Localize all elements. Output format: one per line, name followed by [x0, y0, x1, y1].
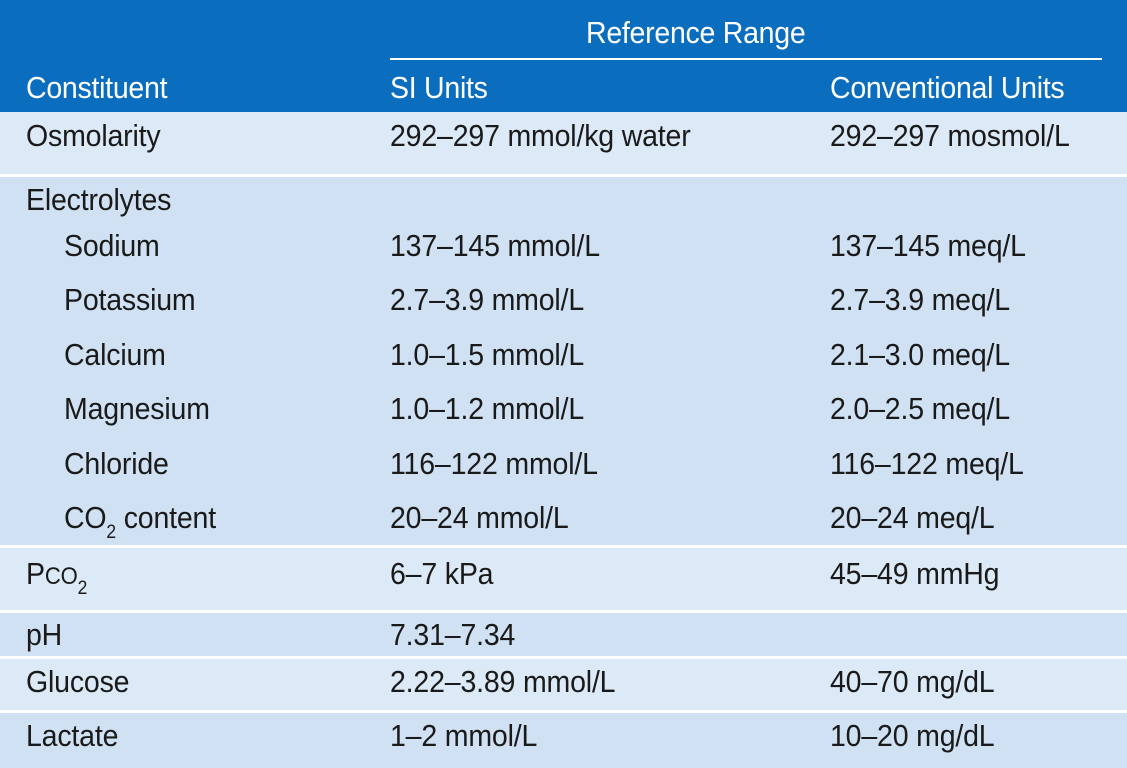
co2-label-main: CO	[64, 500, 107, 535]
row-band-glucose	[0, 659, 1127, 710]
constituent-ph: pH	[26, 617, 63, 652]
column-header-constituent: Constituent	[26, 70, 168, 105]
conv-pco2: 45–49 mmHg	[830, 556, 1000, 591]
si-magnesium: 1.0–1.2 mmol/L	[390, 391, 585, 426]
column-header-conventional-units: Conventional Units	[830, 70, 1065, 105]
si-lactate: 1–2 mmol/L	[390, 718, 538, 753]
constituent-co2-content: CO2 content	[64, 500, 216, 542]
column-header-si-units: SI Units	[390, 70, 488, 105]
reference-range-heading: Reference Range	[586, 15, 806, 50]
conv-lactate: 10–20 mg/dL	[830, 718, 995, 753]
row-band-lactate	[0, 713, 1127, 768]
constituent-chloride: Chloride	[64, 446, 169, 481]
si-sodium: 137–145 mmol/L	[390, 228, 600, 263]
constituent-pco2: PCO2	[26, 556, 87, 598]
row-separator	[0, 545, 1127, 548]
pco2-label-p: P	[26, 556, 45, 591]
constituent-glucose: Glucose	[26, 664, 130, 699]
row-separator	[0, 610, 1127, 613]
constituent-sodium: Sodium	[64, 228, 160, 263]
si-potassium: 2.7–3.9 mmol/L	[390, 282, 585, 317]
conv-co2-content: 20–24 meq/L	[830, 500, 995, 535]
header-rule	[390, 58, 1102, 60]
row-band-ph	[0, 613, 1127, 656]
si-osmolarity: 292–297 mmol/kg water	[390, 118, 691, 153]
row-separator	[0, 710, 1127, 713]
conv-osmolarity: 292–297 mosmol/L	[830, 118, 1070, 153]
si-pco2: 6–7 kPa	[390, 556, 494, 591]
table-header: Reference Range Constituent SI Units Con…	[0, 0, 1127, 112]
constituent-electrolytes: Electrolytes	[26, 182, 172, 217]
si-glucose: 2.22–3.89 mmol/L	[390, 664, 616, 699]
row-separator	[0, 656, 1127, 659]
constituent-magnesium: Magnesium	[64, 391, 210, 426]
conv-sodium: 137–145 meq/L	[830, 228, 1026, 263]
row-separator	[0, 174, 1127, 177]
row-band-osmolarity	[0, 112, 1127, 174]
constituent-lactate: Lactate	[26, 718, 119, 753]
constituent-calcium: Calcium	[64, 337, 166, 372]
pco2-label-co: CO	[44, 563, 78, 590]
conv-magnesium: 2.0–2.5 meq/L	[830, 391, 1010, 426]
conv-calcium: 2.1–3.0 meq/L	[830, 337, 1010, 372]
si-ph: 7.31–7.34	[390, 617, 516, 652]
co2-subscript: 2	[106, 522, 116, 543]
row-band-electrolytes	[0, 177, 1127, 545]
constituent-osmolarity: Osmolarity	[26, 118, 161, 153]
co2-label-tail: content	[115, 500, 216, 535]
conv-glucose: 40–70 mg/dL	[830, 664, 995, 699]
constituent-potassium: Potassium	[64, 282, 196, 317]
si-calcium: 1.0–1.5 mmol/L	[390, 337, 585, 372]
pco2-subscript: 2	[77, 578, 88, 599]
si-chloride: 116–122 mmol/L	[390, 446, 598, 481]
conv-chloride: 116–122 meq/L	[830, 446, 1024, 481]
row-band-pco2	[0, 548, 1127, 610]
conv-potassium: 2.7–3.9 meq/L	[830, 282, 1010, 317]
si-co2-content: 20–24 mmol/L	[390, 500, 569, 535]
